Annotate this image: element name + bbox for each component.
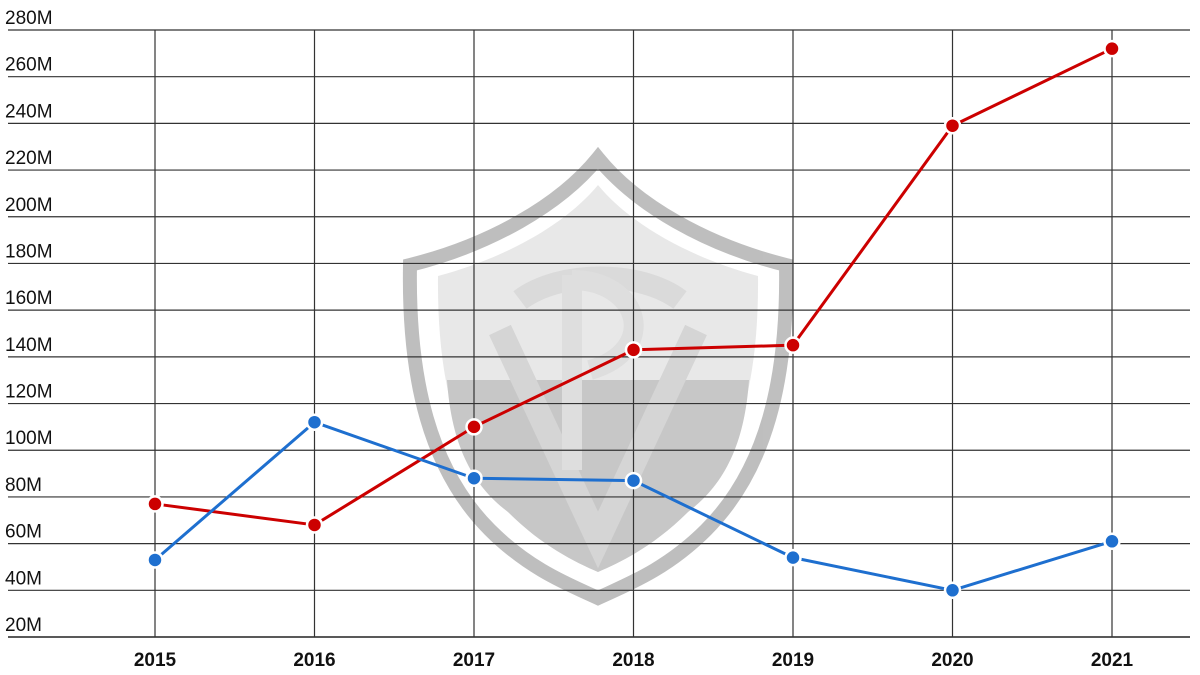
series-0-point [1103,39,1121,58]
x-tick-label: 2016 [293,650,335,671]
series-0-point [465,418,483,436]
series-0-point [624,341,643,359]
y-tick-label: 180M [5,241,53,262]
y-tick-label: 280M [5,8,53,29]
y-tick-label: 220M [5,148,53,169]
series-1-point [465,469,483,487]
x-tick-label: 2015 [134,650,177,671]
y-tick-label: 120M [5,382,53,403]
series-1-point [146,551,164,569]
series-1-point [305,413,324,431]
gridlines [8,29,1190,638]
series-group [146,39,1121,600]
series-0-point [784,336,802,354]
y-tick-label: 60M [5,522,42,543]
series-0-point [305,516,324,534]
y-tick-label: 40M [5,568,42,589]
y-tick-label: 100M [5,428,53,449]
x-axis-ticks: 2015 2016 2017 2018 2019 2020 2021 [134,650,1134,671]
x-tick-label: 2017 [453,650,495,671]
y-tick-label: 20M [5,615,42,636]
y-tick-label: 160M [5,288,53,309]
y-tick-label: 200M [5,195,53,216]
y-tick-label: 140M [5,335,53,356]
series-1-point [943,581,962,600]
y-tick-label: 260M [5,55,53,76]
x-tick-label: 2018 [612,650,654,671]
series-0-point [146,495,164,513]
series-0-point [943,116,962,135]
club-crest-shield-icon [402,146,794,606]
x-tick-label: 2021 [1091,650,1134,671]
y-tick-label: 80M [5,475,42,496]
series-1-point [624,471,643,490]
series-1-point [1103,532,1121,551]
x-tick-label: 2019 [772,650,814,671]
y-axis-ticks: 20M 40M 60M 80M 100M 120M 140M 160M 180M 200M 220M… [5,8,53,636]
x-tick-label: 2020 [931,650,973,671]
y-tick-label: 240M [5,101,53,122]
series-1-point [784,548,802,567]
